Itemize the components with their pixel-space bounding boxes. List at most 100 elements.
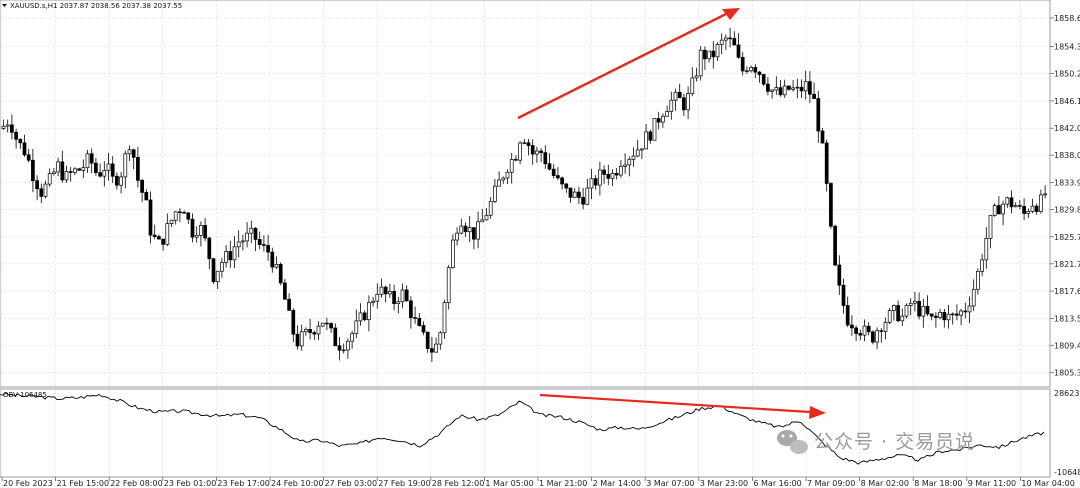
candle bbox=[409, 296, 413, 329]
candle bbox=[140, 178, 144, 202]
candle bbox=[1009, 190, 1014, 214]
candle bbox=[270, 247, 275, 273]
candle bbox=[560, 176, 564, 190]
price-axis[interactable]: 1858.60 1854.30 1850.25 1846.15 1842.05 1838.… bbox=[1050, 14, 1080, 378]
candle bbox=[728, 27, 732, 48]
candle bbox=[787, 85, 791, 91]
candle bbox=[774, 76, 779, 95]
candle bbox=[543, 145, 548, 169]
candle bbox=[925, 295, 930, 317]
candle bbox=[610, 169, 615, 186]
candle bbox=[997, 196, 1001, 215]
time-tick-label: 3 Mar 23:00 bbox=[700, 479, 748, 488]
candle bbox=[1039, 189, 1043, 214]
candle bbox=[858, 329, 863, 341]
candle bbox=[173, 211, 178, 225]
candle bbox=[291, 308, 296, 343]
candle bbox=[871, 330, 875, 345]
candle bbox=[862, 319, 867, 342]
candle bbox=[194, 226, 199, 243]
candle bbox=[661, 113, 665, 128]
candle bbox=[917, 292, 921, 320]
time-tick-label: 21 Feb 15:00 bbox=[57, 479, 109, 488]
candle bbox=[908, 298, 913, 316]
candle bbox=[232, 235, 237, 268]
price-tick-label: 1809.45 bbox=[1054, 341, 1080, 350]
obv-series-line bbox=[0, 392, 1045, 465]
candle bbox=[1005, 196, 1010, 208]
candle bbox=[115, 172, 119, 190]
candle bbox=[976, 268, 980, 295]
candle bbox=[64, 165, 69, 183]
candle bbox=[535, 146, 539, 163]
candle bbox=[526, 138, 531, 156]
candle bbox=[123, 150, 128, 189]
candle bbox=[367, 295, 371, 332]
candle bbox=[614, 167, 619, 180]
candle bbox=[673, 88, 678, 111]
candle bbox=[652, 118, 657, 141]
symbol-title: XAUUSD.s,H1 2037.87 2038.56 2037.38 2037… bbox=[10, 2, 182, 10]
candle bbox=[81, 159, 86, 179]
candle bbox=[400, 283, 405, 309]
candle bbox=[703, 46, 707, 70]
candle bbox=[299, 324, 304, 351]
candle bbox=[425, 331, 430, 353]
candle bbox=[396, 297, 401, 314]
candle bbox=[501, 176, 506, 184]
candle bbox=[799, 79, 804, 98]
obv-panel-border bbox=[0, 388, 1051, 478]
candle bbox=[136, 146, 140, 188]
candle bbox=[35, 175, 39, 201]
candle bbox=[854, 325, 858, 341]
candle bbox=[459, 218, 464, 235]
candle bbox=[568, 187, 573, 203]
candle bbox=[106, 152, 111, 181]
candle bbox=[887, 307, 892, 325]
candle bbox=[224, 245, 228, 268]
candle bbox=[644, 124, 648, 150]
candle bbox=[971, 279, 976, 311]
candle bbox=[648, 129, 653, 144]
candle bbox=[581, 188, 585, 210]
divergence-arrow-price bbox=[517, 8, 740, 120]
candle bbox=[52, 167, 56, 176]
candle bbox=[530, 139, 535, 165]
divergence-arrow-obv bbox=[539, 393, 826, 419]
candle bbox=[89, 148, 94, 174]
candle bbox=[165, 213, 170, 247]
candle bbox=[518, 141, 522, 165]
candle bbox=[963, 302, 968, 319]
candle bbox=[455, 227, 459, 246]
candle bbox=[791, 80, 795, 92]
candle bbox=[467, 216, 472, 243]
candle bbox=[732, 31, 737, 46]
time-tick-label: 10 Mar 04:00 bbox=[1021, 479, 1074, 488]
candle bbox=[950, 312, 955, 325]
time-tick-label: 3 Mar 07:00 bbox=[646, 479, 694, 488]
candle bbox=[883, 317, 888, 340]
price-tick-label: 1842.05 bbox=[1054, 124, 1080, 133]
candle bbox=[274, 256, 279, 269]
dropdown-arrow-icon[interactable] bbox=[2, 4, 7, 7]
candle bbox=[203, 217, 207, 242]
candle bbox=[816, 90, 821, 143]
candle bbox=[488, 196, 493, 219]
price-tick-label: 1821.70 bbox=[1054, 260, 1080, 269]
candle bbox=[749, 65, 753, 73]
candle bbox=[14, 128, 18, 149]
candle bbox=[623, 153, 627, 174]
candle bbox=[677, 83, 682, 99]
candle bbox=[656, 111, 661, 130]
candle bbox=[253, 227, 258, 252]
candle bbox=[505, 169, 510, 184]
price-tick-label: 1805.35 bbox=[1054, 369, 1080, 378]
candle bbox=[413, 306, 417, 324]
candle bbox=[438, 330, 443, 350]
candle bbox=[85, 149, 90, 173]
candle bbox=[1001, 200, 1005, 226]
time-axis[interactable]: 20 Feb 2023 21 Feb 15:00 22 Feb 08:00 23 Fe… bbox=[1, 477, 1075, 488]
price-tick-label: 1829.85 bbox=[1054, 205, 1080, 214]
candle bbox=[736, 33, 741, 59]
